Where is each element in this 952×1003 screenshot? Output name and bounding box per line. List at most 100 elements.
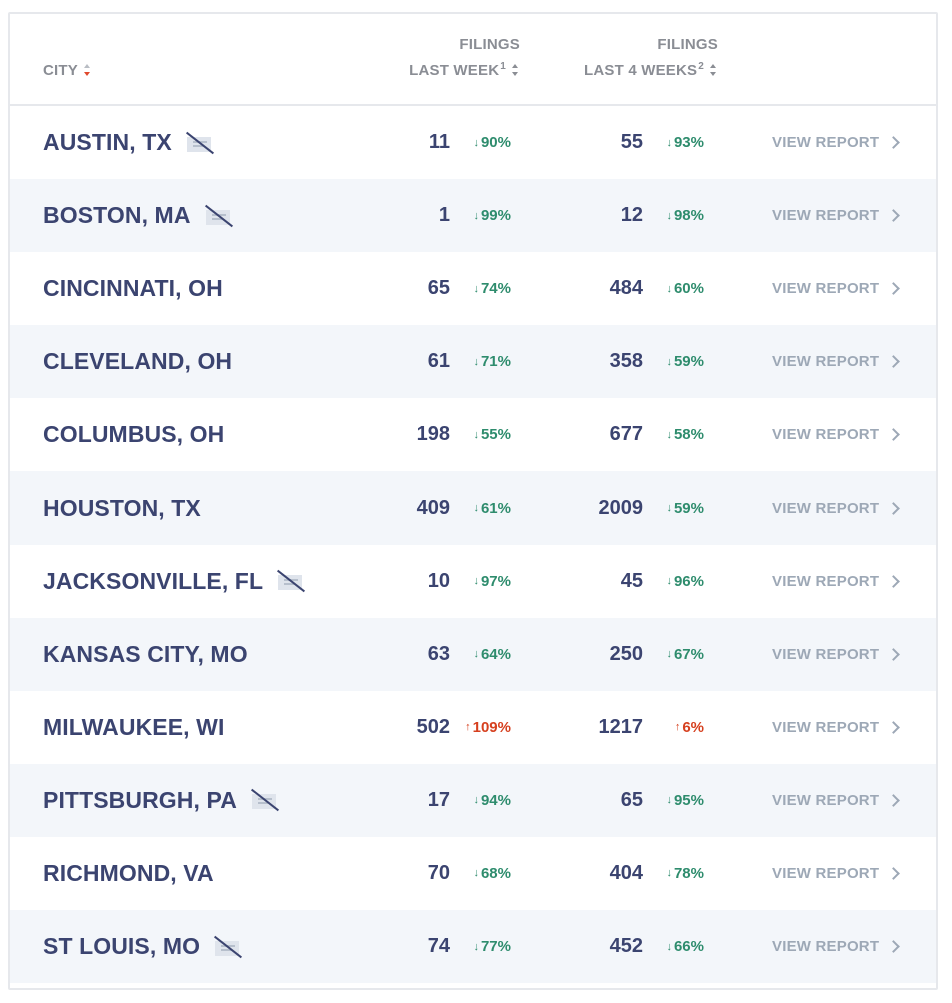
sort-icon[interactable] xyxy=(710,64,718,76)
table-row[interactable]: AUSTIN, TX 11 ↓ 90% 55 ↓ 93% VIEW REPORT xyxy=(10,106,936,179)
chevron-right-icon xyxy=(887,794,901,807)
chevron-right-icon xyxy=(887,282,901,296)
table-row[interactable]: RICHMOND, VA 70 ↓ 68% 404 ↓ 78% VIEW REPOR… xyxy=(10,837,936,910)
no-data-icon xyxy=(204,204,233,227)
city-name-cell: HOUSTON, TX xyxy=(43,471,201,544)
table-row[interactable]: HOUSTON, TX 409 ↓ 61% 2009 ↓ 59% VIEW REPO… xyxy=(10,471,936,545)
table-row[interactable]: CLEVELAND, OH 61 ↓ 71% 358 ↓ 59% VIEW REPO… xyxy=(10,325,936,399)
view-report-label: VIEW REPORT xyxy=(772,134,880,152)
city-name-cell: RICHMOND, VA xyxy=(43,837,214,910)
last-4-weeks-count: 677 xyxy=(609,423,643,446)
last-week-change-value: 94% xyxy=(480,791,511,809)
last-week-column-header[interactable]: FILINGS LAST WEEK1 xyxy=(409,32,520,84)
last-week-header-line2: LAST WEEK xyxy=(409,62,500,79)
table-body: AUSTIN, TX 11 ↓ 90% 55 ↓ 93% VIEW REPORT B… xyxy=(10,106,936,984)
chevron-right-icon xyxy=(887,574,901,588)
view-report-label: VIEW REPORT xyxy=(772,207,880,225)
view-report-label: VIEW REPORT xyxy=(772,353,880,371)
last-4-weeks-change-value: 58% xyxy=(673,426,704,444)
table-row[interactable]: JACKSONVILLE, FL 10 ↓ 97% 45 ↓ 96% VIEW RE… xyxy=(10,545,936,618)
last-4-weeks-count: 45 xyxy=(620,569,643,592)
table-row[interactable]: ST LOUIS, MO 74 ↓ 77% 452 ↓ 66% VIEW REPOR… xyxy=(10,910,936,984)
view-report-link[interactable]: VIEW REPORT xyxy=(772,179,901,252)
view-report-link[interactable]: VIEW REPORT xyxy=(772,618,901,691)
view-report-label: VIEW REPORT xyxy=(772,572,880,590)
city-name: HOUSTON, TX xyxy=(43,494,201,521)
table-row[interactable]: BOSTON, MA 1 ↓ 99% 12 ↓ 98% VIEW REPORT xyxy=(10,179,936,253)
sort-descending-icon[interactable] xyxy=(83,64,92,76)
table-row[interactable]: COLUMBUS, OH 198 ↓ 55% 677 ↓ 58% VIEW REPO… xyxy=(10,398,936,471)
last-week-change: ↓ 55% xyxy=(473,398,511,471)
city-name: JACKSONVILLE, FL xyxy=(43,567,264,594)
last-week-change: ↓ 71% xyxy=(473,325,511,398)
last-week-change-value: 61% xyxy=(480,499,511,517)
last-4-weeks-count: 12 xyxy=(620,204,643,227)
last-week-change: ↓ 97% xyxy=(473,545,511,618)
sort-icon[interactable] xyxy=(512,64,520,76)
view-report-link[interactable]: VIEW REPORT xyxy=(772,252,901,325)
arrow-down-icon: ↓ xyxy=(666,794,672,807)
last-week-change: ↓ 61% xyxy=(473,471,511,544)
city-name-cell: ST LOUIS, MO xyxy=(43,910,243,983)
view-report-label: VIEW REPORT xyxy=(772,864,880,882)
arrow-down-icon: ↓ xyxy=(666,428,672,441)
no-data-icon xyxy=(185,131,214,154)
view-report-link[interactable]: VIEW REPORT xyxy=(772,764,901,837)
view-report-label: VIEW REPORT xyxy=(772,791,880,809)
last-4-weeks-change: ↓ 96% xyxy=(666,545,704,618)
last-week-change: ↓ 77% xyxy=(473,910,511,983)
table-row[interactable]: MILWAUKEE, WI 502 ↑ 109% 1217 ↑ 6% VIEW RE… xyxy=(10,691,936,764)
last-week-change: ↓ 99% xyxy=(473,179,511,252)
last-4-weeks-change: ↓ 59% xyxy=(666,325,704,398)
last-week-count: 409 xyxy=(416,496,450,519)
last-4-weeks-change: ↓ 93% xyxy=(666,106,704,179)
view-report-link[interactable]: VIEW REPORT xyxy=(772,471,901,544)
table-row[interactable]: PITTSBURGH, PA 17 ↓ 94% 65 ↓ 95% VIEW REPO… xyxy=(10,763,936,837)
table-header: CITY FILINGS LAST WEEK1 FILINGS LAST 4 W… xyxy=(10,14,936,106)
arrow-down-icon: ↓ xyxy=(666,867,672,880)
city-name-cell: AUSTIN, TX xyxy=(43,106,214,179)
last-week-change-value: 71% xyxy=(480,353,511,371)
filings-table: CITY FILINGS LAST WEEK1 FILINGS LAST 4 W… xyxy=(8,12,938,990)
last-week-change-value: 74% xyxy=(480,280,511,298)
city-name: PITTSBURGH, PA xyxy=(43,786,237,813)
view-report-label: VIEW REPORT xyxy=(772,718,880,736)
table-row[interactable]: CINCINNATI, OH 65 ↓ 74% 484 ↓ 60% VIEW REP… xyxy=(10,252,936,325)
no-data-icon xyxy=(213,935,243,958)
last-week-count: 502 xyxy=(416,715,450,738)
last-week-change-value: 55% xyxy=(480,426,511,444)
last-4-weeks-change: ↓ 78% xyxy=(666,837,704,910)
last-week-change: ↑ 109% xyxy=(465,691,511,764)
view-report-link[interactable]: VIEW REPORT xyxy=(772,837,901,910)
city-name: CINCINNATI, OH xyxy=(43,275,223,302)
arrow-down-icon: ↓ xyxy=(473,940,479,953)
arrow-down-icon: ↓ xyxy=(473,575,479,588)
last-4-weeks-change-value: 6% xyxy=(682,718,704,736)
last-4-weeks-column-header[interactable]: FILINGS LAST 4 WEEKS2 xyxy=(584,32,718,84)
last-4-weeks-change: ↓ 59% xyxy=(666,471,704,544)
city-name: ST LOUIS, MO xyxy=(43,933,201,960)
last-week-change: ↓ 68% xyxy=(473,837,511,910)
arrow-down-icon: ↓ xyxy=(473,794,479,807)
last-4-weeks-change-value: 95% xyxy=(673,791,704,809)
city-column-header[interactable]: CITY xyxy=(43,58,92,84)
last-4-weeks-header-line1: FILINGS xyxy=(657,36,718,53)
view-report-link[interactable]: VIEW REPORT xyxy=(772,691,901,764)
city-name: KANSAS CITY, MO xyxy=(43,640,248,667)
last-week-footnote-marker: 1 xyxy=(500,61,506,72)
view-report-link[interactable]: VIEW REPORT xyxy=(772,545,901,618)
view-report-link[interactable]: VIEW REPORT xyxy=(772,325,901,398)
view-report-link[interactable]: VIEW REPORT xyxy=(772,910,901,983)
view-report-link[interactable]: VIEW REPORT xyxy=(772,106,901,179)
view-report-link[interactable]: VIEW REPORT xyxy=(772,398,901,471)
arrow-down-icon: ↓ xyxy=(473,282,479,295)
last-4-weeks-change: ↓ 66% xyxy=(666,910,704,983)
city-name-cell: KANSAS CITY, MO xyxy=(43,618,248,691)
arrow-down-icon: ↓ xyxy=(666,648,672,661)
city-name: BOSTON, MA xyxy=(43,202,191,229)
last-week-count: 10 xyxy=(427,569,450,592)
last-week-count: 198 xyxy=(416,423,450,446)
table-row[interactable]: KANSAS CITY, MO 63 ↓ 64% 250 ↓ 67% VIEW RE… xyxy=(10,617,936,691)
city-name-cell: MILWAUKEE, WI xyxy=(43,691,224,764)
last-4-weeks-count: 452 xyxy=(609,935,643,958)
